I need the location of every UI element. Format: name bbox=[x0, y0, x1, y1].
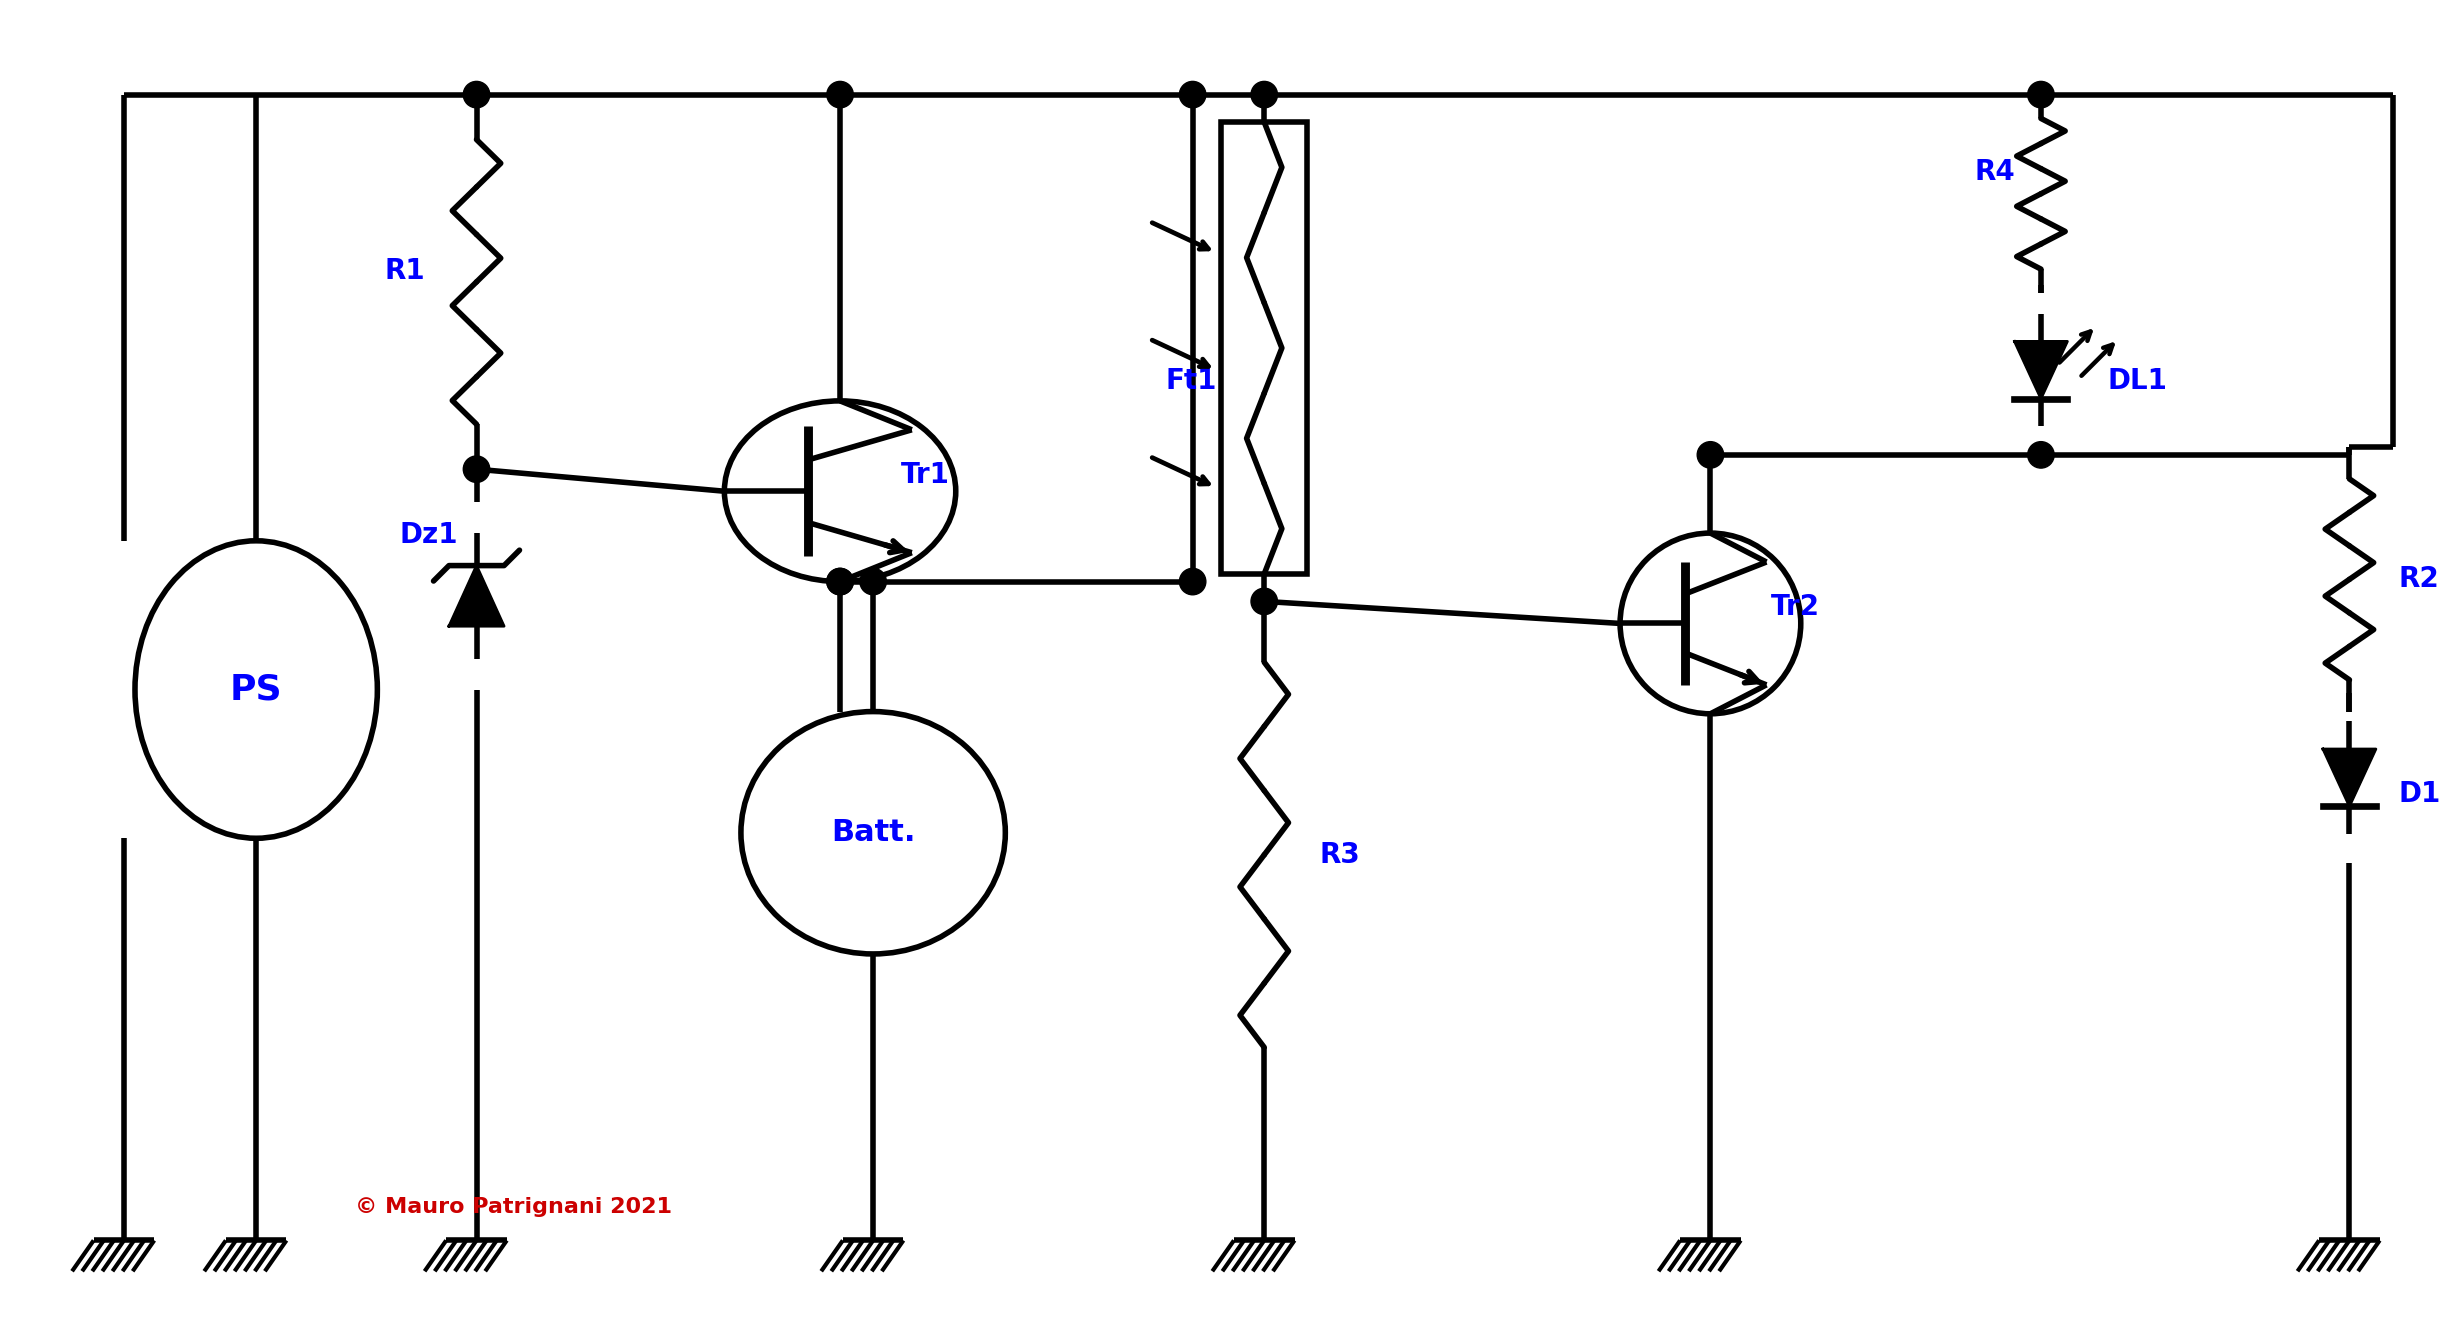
Text: R4: R4 bbox=[1976, 158, 2015, 186]
Circle shape bbox=[826, 569, 853, 595]
Bar bbox=[1220, 123, 1308, 574]
Circle shape bbox=[1178, 81, 1205, 108]
Text: Tr1: Tr1 bbox=[900, 461, 949, 489]
Circle shape bbox=[462, 457, 489, 482]
Text: D1: D1 bbox=[2399, 780, 2440, 808]
Circle shape bbox=[861, 569, 888, 595]
Text: PS: PS bbox=[230, 673, 284, 706]
Polygon shape bbox=[2015, 342, 2068, 399]
Text: Tr2: Tr2 bbox=[1770, 593, 1819, 621]
Text: R1: R1 bbox=[384, 256, 425, 284]
Circle shape bbox=[462, 81, 489, 108]
Text: DL1: DL1 bbox=[2108, 367, 2166, 395]
Circle shape bbox=[1697, 442, 1724, 469]
Circle shape bbox=[1252, 589, 1276, 614]
Circle shape bbox=[1178, 569, 1205, 595]
Circle shape bbox=[2027, 442, 2054, 469]
Circle shape bbox=[826, 81, 853, 108]
Text: R2: R2 bbox=[2399, 565, 2440, 593]
Text: R3: R3 bbox=[1320, 841, 1359, 869]
Polygon shape bbox=[2323, 749, 2377, 806]
Text: Dz1: Dz1 bbox=[399, 521, 457, 549]
Text: Batt.: Batt. bbox=[831, 818, 914, 848]
Text: © Mauro Patrignani 2021: © Mauro Patrignani 2021 bbox=[355, 1197, 672, 1218]
Circle shape bbox=[2027, 81, 2054, 108]
Circle shape bbox=[1252, 81, 1276, 108]
Circle shape bbox=[826, 569, 853, 595]
Text: Ft1: Ft1 bbox=[1166, 367, 1218, 395]
Polygon shape bbox=[450, 566, 504, 626]
